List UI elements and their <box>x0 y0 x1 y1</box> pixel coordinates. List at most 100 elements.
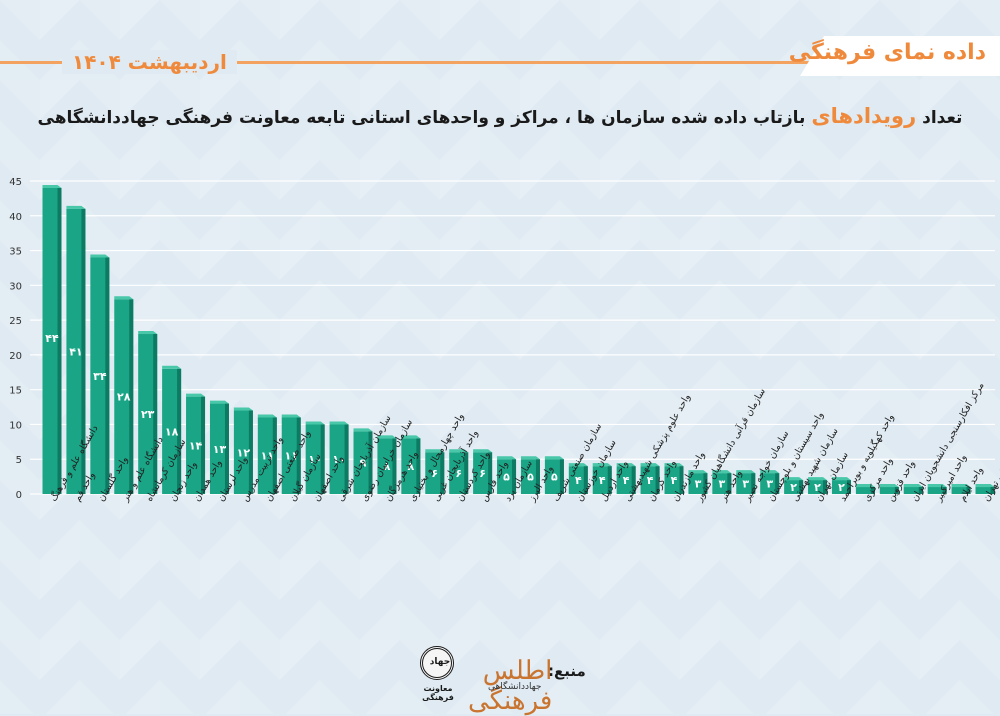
bar-top <box>257 414 277 418</box>
y-tick-label: 40 <box>9 212 22 223</box>
bar-shade <box>129 299 134 494</box>
bar-body <box>927 487 947 494</box>
bar-value-label: ۱۱ <box>285 450 298 463</box>
bar-body <box>975 487 995 494</box>
bar-shade <box>775 473 780 494</box>
header-title-box <box>800 36 1000 76</box>
y-tick-label: 30 <box>9 281 22 292</box>
bar-top <box>425 449 445 453</box>
bar-shade <box>201 396 206 494</box>
bar-body <box>568 466 588 494</box>
bar-top <box>520 456 540 460</box>
bar-shade <box>177 368 182 494</box>
bar <box>568 463 588 494</box>
bar-body <box>449 452 469 494</box>
bar-top <box>879 484 899 488</box>
bar <box>377 435 397 494</box>
jahad-logo-subtext: معاونت فرهنگی <box>422 684 454 702</box>
bar-top <box>353 428 373 432</box>
bar <box>592 463 612 494</box>
bar-top <box>831 477 851 481</box>
bar <box>975 484 995 494</box>
bar-value-label: ۶ <box>455 467 462 480</box>
bar-shade <box>464 452 469 494</box>
bar-body <box>712 473 732 494</box>
bar <box>736 470 756 494</box>
bar-body <box>903 487 923 494</box>
y-tick-label: 25 <box>9 316 22 327</box>
bar-body <box>736 473 756 494</box>
bar-top <box>42 184 62 188</box>
bar <box>473 449 493 494</box>
bar-value-label: ۲۳ <box>141 408 155 421</box>
bar-shade <box>559 459 564 494</box>
bar-top <box>927 484 947 488</box>
bar-top <box>138 331 158 335</box>
bar-shade <box>272 417 277 494</box>
bar-value-label: ۳۴ <box>93 370 107 383</box>
bar <box>927 484 947 494</box>
bar-body <box>377 438 397 494</box>
bar <box>233 407 253 494</box>
bar <box>114 296 134 494</box>
bar-value-label: ۹ <box>360 457 367 470</box>
bar-shade <box>918 487 923 494</box>
bar-value-label: ۲۸ <box>117 391 131 404</box>
bar-value-label: ۱۰ <box>332 453 345 466</box>
atlas-logo-subtext: جهاددانشگاهی <box>488 682 542 692</box>
bar-body <box>305 424 325 494</box>
bar <box>497 456 517 494</box>
bar-body <box>186 396 206 494</box>
chart-title: تعداد رویدادهای بازتاب داده شده سازمان ه… <box>0 104 1000 128</box>
bar <box>138 331 158 494</box>
bar-shade <box>416 438 421 494</box>
jahad-logo: جهاد معاونت فرهنگی <box>412 646 464 702</box>
bar-top <box>305 421 325 425</box>
bar-top <box>640 463 660 467</box>
bar <box>305 421 325 494</box>
bar <box>520 456 540 494</box>
bar-shade <box>751 473 756 494</box>
y-tick-label: 35 <box>9 247 22 258</box>
bar-shade <box>990 487 995 494</box>
bar-shade <box>320 424 325 494</box>
bar-body <box>233 410 253 494</box>
y-tick-label: 5 <box>16 455 22 466</box>
bar-value-label: ۸ <box>407 460 414 473</box>
bar-top <box>808 477 828 481</box>
bar-value-label: ۳ <box>742 478 749 491</box>
bar-shade <box>296 417 301 494</box>
bar-body <box>162 368 182 494</box>
bar-top <box>114 296 134 300</box>
bar-top <box>544 456 564 460</box>
bar-shade <box>488 452 493 494</box>
bar-body <box>66 208 86 495</box>
bar-top <box>592 463 612 467</box>
bar-body <box>760 473 780 494</box>
bar <box>281 414 301 494</box>
bar-top <box>233 407 253 411</box>
bar-body <box>616 466 636 494</box>
bar-body <box>544 459 564 494</box>
jahad-seal-icon: جهاد <box>420 646 454 680</box>
bar-value-label: ۱۱ <box>261 450 274 463</box>
jahad-logo-text: جهاد <box>429 657 451 667</box>
bar-top <box>66 205 86 209</box>
bar-value-label: ۱۴ <box>189 439 203 452</box>
bar-body <box>281 417 301 494</box>
bar-top <box>784 477 804 481</box>
footer-source-label: منبع: <box>548 662 586 680</box>
bar-top <box>975 484 995 488</box>
y-tick-label: 20 <box>9 351 22 362</box>
bar-value-label: ۵ <box>503 471 510 484</box>
bar-value-label: ۵ <box>551 471 558 484</box>
bar-value-label: ۶ <box>479 467 486 480</box>
bar <box>616 463 636 494</box>
bar-top <box>377 435 397 439</box>
header-divider <box>0 61 1000 64</box>
bar-top <box>736 470 756 474</box>
bar-value-label: ۶ <box>431 467 438 480</box>
bar-shade <box>942 487 947 494</box>
